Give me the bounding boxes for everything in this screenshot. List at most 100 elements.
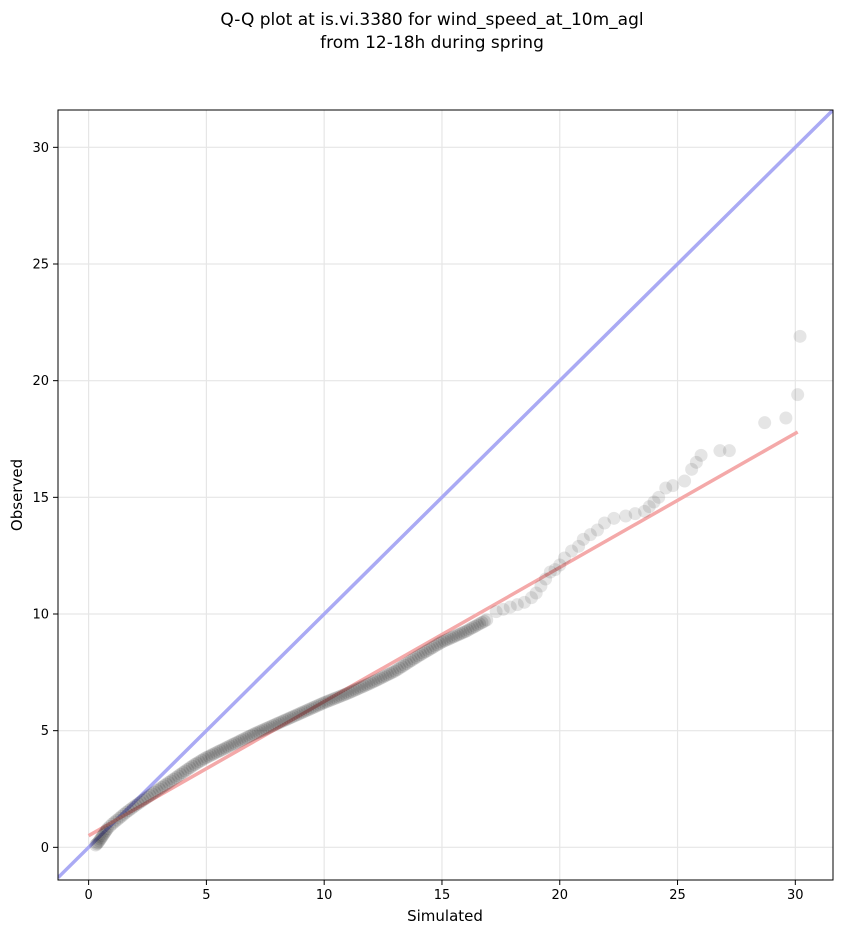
quantile-point <box>418 645 432 659</box>
x-axis-label: Simulated <box>407 907 483 925</box>
quantile-point <box>218 741 232 755</box>
quantile-point <box>421 643 435 657</box>
tail-point <box>758 416 772 430</box>
tail-point <box>628 507 642 521</box>
y-tick-label: 0 <box>41 841 49 856</box>
quantile-point <box>435 635 449 649</box>
tail-point <box>565 544 579 558</box>
quantile-point <box>416 646 430 660</box>
quantile-point <box>122 804 136 818</box>
tail-point <box>722 444 736 458</box>
quantile-point <box>155 780 169 794</box>
tail-point <box>524 591 538 605</box>
quantile-point <box>428 639 442 653</box>
quantile-point <box>367 675 381 689</box>
quantile-point <box>171 769 185 783</box>
quantile-point <box>141 790 155 804</box>
quantile-point <box>136 793 150 807</box>
quantile-point <box>190 756 204 770</box>
quantile-point <box>437 634 451 648</box>
quantile-point <box>291 707 305 721</box>
quantile-point <box>282 711 296 725</box>
quantile-point <box>90 837 104 851</box>
quantile-point <box>199 751 213 764</box>
quantile-point <box>275 715 289 729</box>
x-tick-label: 0 <box>84 888 92 903</box>
quantile-point <box>150 784 164 798</box>
quantile-point <box>173 767 187 781</box>
quantile-point <box>251 725 265 739</box>
quantile-point <box>466 621 480 635</box>
quantile-point <box>178 764 192 778</box>
tail-point <box>517 595 531 609</box>
quantile-point <box>331 690 345 704</box>
tail-point <box>647 495 661 509</box>
quantile-point <box>362 677 376 691</box>
quantile-point <box>440 633 454 647</box>
quantile-point <box>204 748 218 762</box>
quantile-point <box>99 823 113 837</box>
quantile-point <box>164 774 178 788</box>
quantile-point <box>176 766 190 780</box>
quantile-point <box>423 642 437 656</box>
quantile-point <box>305 701 319 715</box>
quantile-point <box>247 727 261 741</box>
quantile-point <box>327 692 341 706</box>
quantile-point <box>235 733 249 747</box>
quantile-point <box>96 829 110 843</box>
tail-point <box>685 462 699 476</box>
quantile-point <box>449 629 463 643</box>
quantile-point <box>404 654 418 668</box>
quantile-point <box>376 670 390 684</box>
quantile-point <box>454 627 468 641</box>
tail-point <box>642 500 656 514</box>
quantile-point <box>324 693 338 707</box>
quantile-point <box>444 631 458 645</box>
quantile-point <box>463 622 477 636</box>
quantile-point <box>188 758 202 771</box>
quantile-point <box>385 665 399 679</box>
quantile-point <box>393 661 407 675</box>
quantile-point <box>374 671 388 685</box>
plot-frame <box>57 109 834 881</box>
quantile-point <box>433 636 447 650</box>
quantile-point <box>456 626 470 640</box>
quantile-point <box>93 832 107 846</box>
quantile-point <box>336 688 350 702</box>
quantile-point <box>242 730 256 743</box>
quantile-point <box>322 694 336 708</box>
quantile-point <box>103 819 117 833</box>
quantile-point <box>383 667 397 680</box>
identity-line <box>58 110 833 879</box>
y-tick-label: 10 <box>32 608 49 623</box>
quantile-point <box>395 660 409 674</box>
chart-title-line-2: from 12-18h during spring <box>320 33 544 53</box>
quantile-point <box>468 619 482 633</box>
quantile-point <box>345 684 359 698</box>
quantile-point <box>353 681 367 695</box>
y-tick-label: 25 <box>32 258 49 273</box>
quantile-point <box>390 663 404 677</box>
quantile-point <box>197 752 211 766</box>
y-tick-label: 15 <box>32 491 49 506</box>
x-tick-label: 5 <box>202 888 210 903</box>
quantile-point <box>143 789 157 803</box>
quantile-point <box>447 630 461 644</box>
x-tick-label: 15 <box>434 888 451 903</box>
quantile-point <box>124 802 138 816</box>
quantile-point <box>105 817 119 831</box>
quantile-point <box>341 686 355 700</box>
quantile-point <box>388 664 402 678</box>
tail-point <box>713 444 727 458</box>
quantile-point <box>369 674 383 687</box>
quantile-point <box>477 614 491 628</box>
quantile-point <box>442 632 456 646</box>
tail-point <box>678 474 692 488</box>
quantile-point <box>329 691 343 705</box>
x-tick-label: 30 <box>787 888 804 903</box>
x-axis-ticks: 0 5 10 15 20 25 30 <box>84 880 804 903</box>
tail-point <box>791 388 805 402</box>
tail-point <box>666 479 680 493</box>
quantile-point <box>411 649 425 663</box>
